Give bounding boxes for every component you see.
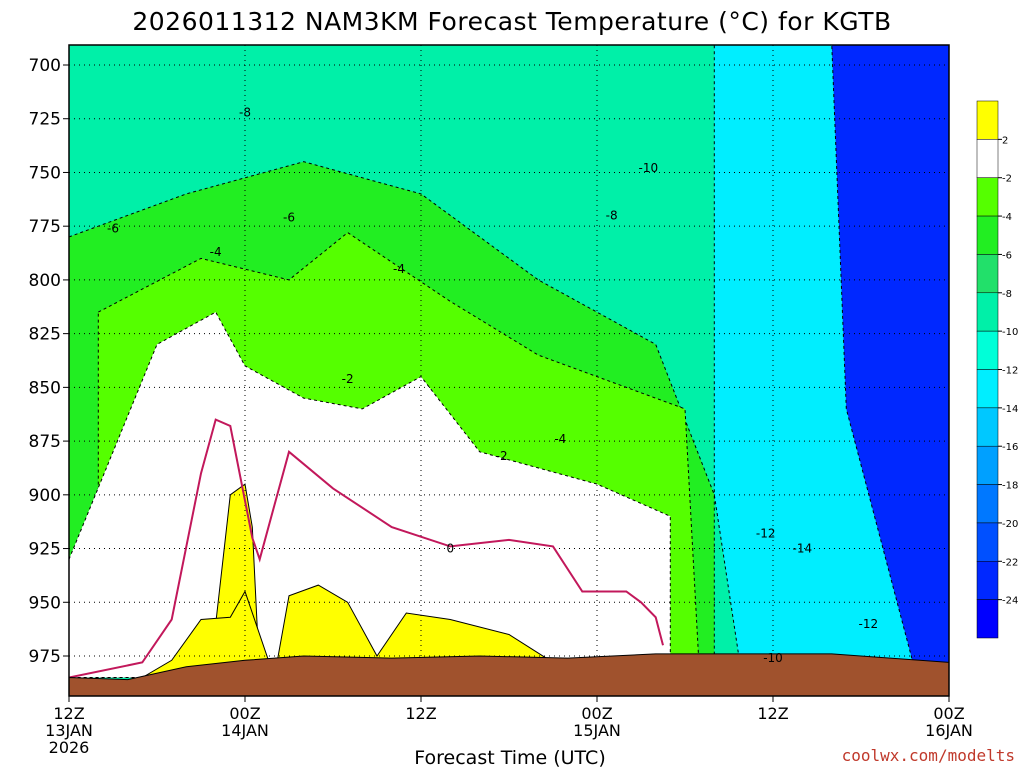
colorbar-label: -14: [1002, 404, 1018, 415]
colorbar-label: -2: [1002, 174, 1012, 185]
x-tick-label: 16JAN: [925, 721, 973, 740]
x-tick-label: 12Z: [405, 704, 436, 723]
y-tick-label: 800: [29, 271, 61, 291]
colorbar-swatch: [976, 100, 999, 140]
x-tick-label: 14JAN: [221, 721, 269, 740]
contour-label: -10: [763, 651, 783, 665]
contour-label: -4: [210, 245, 222, 259]
y-tick-label: 900: [29, 486, 61, 506]
colorbar-label: -10: [1002, 327, 1018, 338]
colorbar-swatch: [976, 561, 999, 600]
colorbar: 2 -2 -4 -6 -8 -10 -12 -14 -16 -18 -20 -22 -24: [976, 100, 1018, 639]
colorbar-label: -18: [1002, 481, 1018, 492]
x-tick-label: 2026: [49, 738, 90, 757]
contour-label: -4: [393, 262, 405, 276]
colorbar-swatch: [976, 177, 999, 217]
colorbar-swatch: [976, 292, 999, 332]
colorbar-label: 2: [1002, 135, 1008, 146]
contour-labels: -8 -10 -6 -6 -8 -4 -4 -2 -4 -2 0 -12 -14 -12 -10: [107, 105, 878, 665]
contour-label: -4: [554, 432, 566, 446]
contour-label: -10: [639, 161, 659, 175]
contour-label: -8: [239, 105, 251, 119]
colorbar-swatch: [976, 599, 999, 639]
plot-frame: [68, 44, 950, 697]
y-tick-label: 850: [29, 378, 61, 398]
y-axis: 700 725 750 775 800 825 850 875 900 925 950 975: [29, 56, 69, 667]
colorbar-label: -6: [1002, 250, 1012, 261]
colorbar-swatch: [976, 522, 999, 562]
plot-area: -8 -10 -6 -6 -8 -4 -4 -2 -4 -2 0 -12 -14 -12 -10: [68, 44, 950, 697]
contour-label: -6: [283, 211, 295, 225]
colorbar-swatch: [976, 330, 999, 370]
contour-label: -6: [107, 221, 119, 235]
region-cyan-zone: [713, 45, 921, 689]
contour-label: 0: [447, 542, 455, 556]
colorbar-swatch: [976, 407, 999, 447]
x-axis-label: Forecast Time (UTC): [414, 747, 605, 768]
terrain-ground: [69, 653, 949, 696]
colorbar-label: -24: [1002, 596, 1018, 607]
colorbar-label: -8: [1002, 289, 1012, 300]
colorbar-swatch: [976, 139, 999, 178]
colorbar-swatch: [976, 254, 999, 294]
y-tick-label: 975: [29, 647, 61, 667]
y-tick-label: 775: [29, 217, 61, 237]
x-tick-label: 00Z: [933, 704, 964, 723]
colorbar-swatch: [976, 369, 999, 409]
y-tick-label: 750: [29, 163, 61, 183]
colorbar-label: -16: [1002, 442, 1018, 453]
y-tick-label: 825: [29, 325, 61, 345]
y-tick-label: 700: [29, 56, 61, 76]
contour-label: -2: [496, 449, 508, 463]
x-tick-label: 00Z: [229, 704, 260, 723]
contour-label: -12: [756, 527, 776, 541]
colorbar-label: -22: [1002, 557, 1018, 568]
zero-isotherm: [69, 418, 664, 679]
colorbar-swatch: [976, 215, 999, 255]
zero-degree-contour: [69, 418, 664, 679]
contour-label: -12: [859, 617, 879, 631]
x-tick-label: 00Z: [581, 704, 612, 723]
colorbar-label: -12: [1002, 366, 1018, 377]
y-tick-label: 725: [29, 110, 61, 130]
y-tick-label: 950: [29, 593, 61, 613]
colorbar-label: -20: [1002, 519, 1018, 530]
colorbar-label: -4: [1002, 212, 1012, 223]
x-tick-label: 12Z: [53, 704, 84, 723]
x-tick-label: 13JAN: [45, 721, 93, 740]
x-tick-label: 15JAN: [573, 721, 621, 740]
y-tick-label: 925: [29, 540, 61, 560]
contour-label: -2: [342, 372, 354, 386]
y-tick-label: 875: [29, 432, 61, 452]
x-tick-label: 12Z: [757, 704, 788, 723]
contour-label: -8: [606, 208, 618, 222]
credit-text: coolwx.com/modelts: [842, 746, 1015, 765]
contour-label: -14: [793, 542, 813, 556]
chart-title: 2026011312 NAM3KM Forecast Temperature (…: [132, 7, 891, 36]
terrain: [69, 653, 949, 696]
colorbar-swatch: [976, 484, 999, 524]
colorbar-swatch: [976, 445, 999, 485]
